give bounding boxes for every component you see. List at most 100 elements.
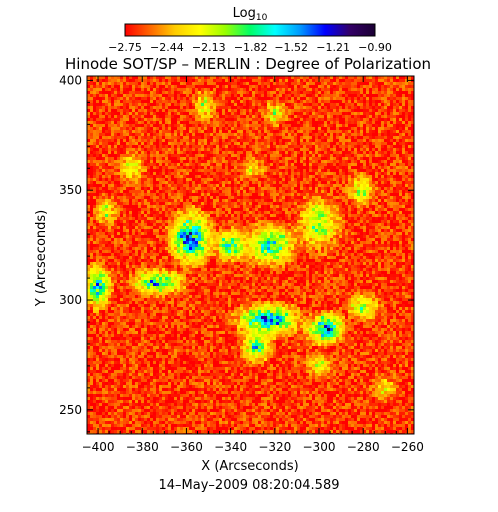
heatmap-cell: [237, 181, 240, 184]
heatmap-cell: [207, 88, 210, 91]
heatmap-cell: [315, 166, 318, 169]
heatmap-cell: [189, 91, 192, 94]
heatmap-cell: [171, 211, 174, 214]
heatmap-cell: [147, 100, 150, 103]
heatmap-cell: [240, 199, 243, 202]
heatmap-cell: [360, 136, 363, 139]
heatmap-cell: [297, 103, 300, 106]
heatmap-cell: [180, 121, 183, 124]
heatmap-cell: [402, 100, 405, 103]
heatmap-cell: [294, 196, 297, 199]
heatmap-cell: [180, 154, 183, 157]
heatmap-cell: [147, 211, 150, 214]
heatmap-cell: [243, 145, 246, 148]
heatmap-cell: [150, 121, 153, 124]
heatmap-cell: [330, 202, 333, 205]
heatmap-cell: [378, 175, 381, 178]
heatmap-cell: [141, 124, 144, 127]
heatmap-cell: [276, 190, 279, 193]
heatmap-cell: [207, 124, 210, 127]
heatmap-cell: [243, 193, 246, 196]
heatmap-cell: [294, 193, 297, 196]
heatmap-cell: [306, 130, 309, 133]
heatmap-cell: [111, 82, 114, 85]
heatmap-cell: [276, 112, 279, 115]
heatmap-cell: [138, 187, 141, 190]
heatmap-cell: [300, 199, 303, 202]
heatmap-cell: [171, 100, 174, 103]
heatmap-cell: [315, 115, 318, 118]
heatmap-cell: [252, 193, 255, 196]
heatmap-cell: [294, 118, 297, 121]
heatmap-cell: [237, 121, 240, 124]
heatmap-cell: [381, 103, 384, 106]
heatmap-cell: [201, 136, 204, 139]
heatmap-cell: [387, 88, 390, 91]
heatmap-cell: [240, 187, 243, 190]
heatmap-cell: [93, 118, 96, 121]
heatmap-cell: [129, 97, 132, 100]
heatmap-cell: [168, 130, 171, 133]
heatmap-cell: [315, 181, 318, 184]
heatmap-cell: [396, 178, 399, 181]
heatmap-cell: [144, 103, 147, 106]
heatmap-cell: [330, 103, 333, 106]
heatmap-cell: [348, 106, 351, 109]
heatmap-cell: [318, 79, 321, 82]
heatmap-cell: [195, 118, 198, 121]
heatmap-cell: [273, 133, 276, 136]
heatmap-cell: [261, 121, 264, 124]
heatmap-cell: [132, 190, 135, 193]
heatmap-cell: [186, 145, 189, 148]
heatmap-cell: [174, 199, 177, 202]
heatmap-cell: [357, 103, 360, 106]
heatmap-cell: [150, 154, 153, 157]
heatmap-cell: [240, 76, 243, 79]
heatmap-cell: [351, 172, 354, 175]
heatmap-cell: [246, 121, 249, 124]
heatmap-cell: [159, 211, 162, 214]
heatmap-cell: [96, 154, 99, 157]
heatmap-cell: [261, 91, 264, 94]
heatmap-cell: [180, 187, 183, 190]
heatmap-cell: [102, 103, 105, 106]
colorbar-tick-label: −2.13: [192, 41, 226, 54]
heatmap-cell: [267, 100, 270, 103]
heatmap-cell: [255, 85, 258, 88]
heatmap-cell: [411, 178, 414, 181]
heatmap-cell: [234, 205, 237, 208]
heatmap-cell: [402, 169, 405, 172]
heatmap-cell: [219, 109, 222, 112]
heatmap-cell: [411, 157, 414, 160]
heatmap-cell: [279, 76, 282, 79]
heatmap-cell: [162, 205, 165, 208]
heatmap-cell: [282, 142, 285, 145]
heatmap-cell: [411, 91, 414, 94]
heatmap-cell: [198, 88, 201, 91]
heatmap-cell: [120, 211, 123, 214]
heatmap-cell: [234, 184, 237, 187]
heatmap-cell: [315, 187, 318, 190]
heatmap-cell: [390, 85, 393, 88]
heatmap-cell: [306, 157, 309, 160]
heatmap-cell: [144, 178, 147, 181]
heatmap-cell: [336, 139, 339, 142]
heatmap-cell: [168, 190, 171, 193]
heatmap-cell: [384, 163, 387, 166]
heatmap-cell: [351, 208, 354, 211]
heatmap-cell: [354, 208, 357, 211]
heatmap-cell: [183, 88, 186, 91]
heatmap-cell: [183, 202, 186, 205]
heatmap-cell: [186, 94, 189, 97]
heatmap-cell: [267, 148, 270, 151]
heatmap-cell: [402, 178, 405, 181]
heatmap-cell: [330, 190, 333, 193]
heatmap-cell: [99, 79, 102, 82]
heatmap-cell: [93, 211, 96, 214]
heatmap-cell: [390, 106, 393, 109]
heatmap-cell: [105, 163, 108, 166]
heatmap-cell: [300, 76, 303, 79]
heatmap-cell: [312, 121, 315, 124]
heatmap-cell: [132, 199, 135, 202]
heatmap-cell: [309, 127, 312, 130]
